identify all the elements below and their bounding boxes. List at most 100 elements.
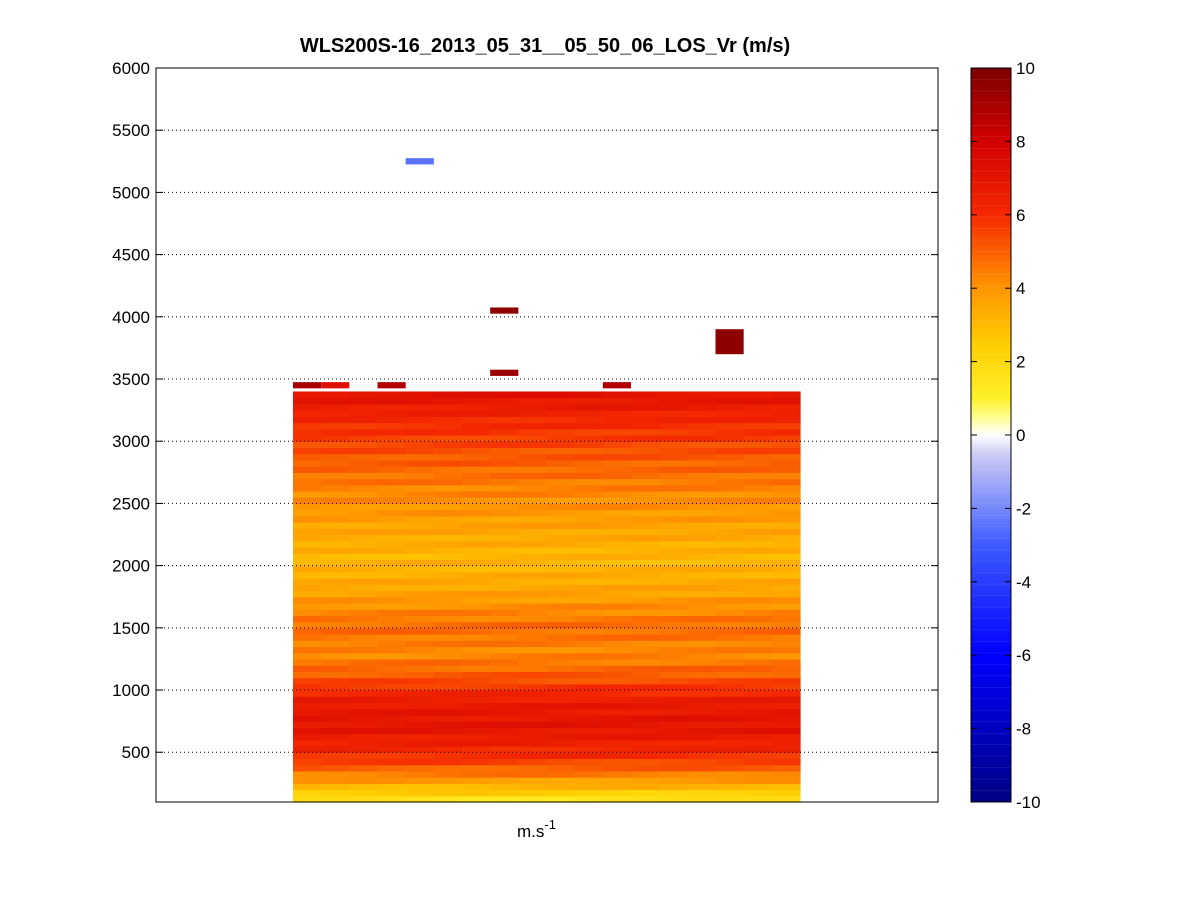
heatmap-cell [462,665,491,672]
colorbar-tick-label: 2 [1016,353,1025,372]
heatmap-cell [743,578,773,585]
heatmap-cell [293,596,322,604]
heatmap-cell [349,634,379,641]
heatmap-cell [293,652,322,660]
heatmap-cell [546,721,576,728]
heatmap-cell [574,708,604,716]
heatmap-cell [405,416,435,424]
heatmap-cell [631,789,660,797]
heatmap-cell [602,422,632,430]
heatmap-cell [321,739,350,747]
heatmap-cell [433,391,463,399]
heatmap-cell [743,410,773,417]
heatmap-cell [602,472,632,480]
heatmap-cell [574,671,604,679]
heatmap-cell [490,416,519,424]
heatmap-cell [293,764,322,772]
heatmap-cell [377,459,407,467]
heatmap-cell [631,634,660,641]
heatmap-cell [377,397,407,405]
heatmap-cell [405,721,435,728]
heatmap-cell [321,640,350,648]
heatmap-cell [462,615,491,623]
heatmap-cell [293,565,322,573]
heatmap-cell [490,403,519,411]
heatmap-cell [321,708,350,716]
heatmap-cell [293,497,322,505]
y-tick-label: 5500 [112,121,150,140]
y-tick-label: 1500 [112,619,150,638]
heatmap-cell [490,646,519,654]
heatmap-cell [631,422,660,430]
heatmap-cell [405,490,435,498]
heatmap-cell [405,565,435,573]
heatmap-cell [602,758,632,766]
heatmap-cell [349,484,379,492]
heatmap-cell [405,615,435,623]
heatmap-cell [771,764,801,772]
heatmap-cell [687,559,717,567]
heatmap-cell [518,733,548,741]
heatmap-cell [433,466,463,473]
heatmap-cell [433,596,463,604]
heatmap-cell [602,584,632,592]
heatmap-cell [631,615,660,623]
heatmap-cell [631,764,660,772]
heatmap-cell [687,739,717,747]
heatmap-cell [349,783,379,791]
heatmap-cell [659,484,688,492]
heatmap-cell [659,690,688,697]
heatmap-cell [518,441,548,449]
heatmap-cell [293,490,322,498]
heatmap-cell [433,478,463,486]
heatmap-cell [490,733,519,741]
heatmap-cell [771,428,801,436]
heatmap-cell [602,795,632,803]
heatmap-cell [462,422,491,430]
heatmap-cell [771,571,801,579]
heatmap-cell [715,739,745,747]
heatmap-cell [771,441,801,449]
heatmap-cell [293,671,322,679]
heatmap-cell [321,503,350,511]
heatmap-cell [546,522,576,529]
heatmap-cell [490,609,519,616]
heatmap-cell [462,777,491,784]
heatmap-cell [659,540,688,548]
heatmap-cell [293,714,322,722]
heatmap-cell [574,615,604,623]
heatmap-cell [771,416,801,424]
heatmap-cell [546,696,576,704]
heatmap-cell [377,391,407,399]
heatmap-cell [687,466,717,473]
heatmap-cell [602,540,632,548]
heatmap-cell [490,714,519,722]
heatmap-cell [546,403,576,411]
heatmap-cell [321,627,350,635]
heatmap-cell [771,721,801,728]
heatmap-cell [659,640,688,648]
heatmap-cell [518,478,548,486]
heatmap-cell [462,497,491,505]
heatmap-cell [602,391,632,399]
heatmap-cell [293,578,322,585]
heatmap-cell [321,752,350,760]
heatmap-cell [771,702,801,710]
heatmap-point [405,158,434,165]
heatmap-cell [405,665,435,672]
heatmap-cell [631,596,660,604]
heatmap-cell [293,478,322,486]
heatmap-cell [321,584,350,592]
heatmap-cell [743,764,773,772]
heatmap-cell [293,584,322,592]
heatmap-cell [377,627,407,635]
heatmap-cell [771,459,801,467]
heatmap-cell [546,509,576,517]
heatmap-cell [293,503,322,511]
heatmap-cell [405,640,435,648]
heatmap-cell [687,522,717,529]
heatmap-cell [715,727,745,735]
heatmap-cell [743,503,773,511]
heatmap-cell [546,770,576,778]
heatmap-cell [574,441,604,449]
